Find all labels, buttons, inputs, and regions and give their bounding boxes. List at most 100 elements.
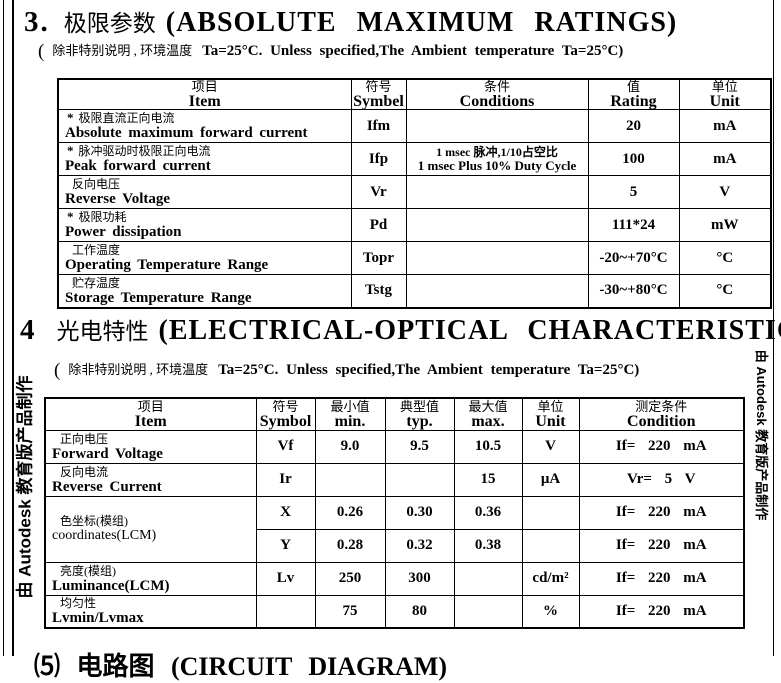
table2-header-max: 最大值 max. (454, 398, 522, 430)
typ-cell: 9.5 (385, 430, 454, 463)
conditions-cell: 1 msec 脉冲,1/10占空比 1 msec Plus 10% Duty C… (406, 143, 588, 176)
item-cell: *极限直流正向电流 Absolute maximum forward curre… (58, 110, 351, 143)
typ-cell: 0.30 (385, 496, 454, 529)
rating-cell: -20~+70°C (588, 242, 679, 275)
unit-cell: °C (679, 275, 771, 308)
table1-header-unit: 单位 Unit (679, 79, 771, 110)
table-row: 反向电流 Reverse Current Ir 15 μA Vr= 5 V (45, 463, 744, 496)
symbol-cell: Pd (351, 209, 406, 242)
table2-header-symbol: 符号 Symbol (256, 398, 315, 430)
table-row: *极限功耗 Power dissipation Pd 111*24 mW (58, 209, 771, 242)
autodesk-watermark-left: 由 Autodesk 教育版产品制作 (11, 315, 33, 660)
table-row: 工作温度 Operating Temperature Range Topr -2… (58, 242, 771, 275)
section4-note-paren: ( (54, 360, 60, 381)
item-cell: 正向电压 Forward Voltage (45, 430, 256, 463)
min-cell: 250 (315, 562, 385, 595)
condition-cell: If= 220 mA (579, 529, 744, 562)
section3-title-en: (ABSOLUTE MAXIMUM RATINGS) (166, 7, 678, 38)
section3-note-zh: 除非特别说明 , 环境温度 (52, 43, 192, 58)
section5-heading-cutoff: ⑸ 电路图 (CIRCUIT DIAGRAM) (34, 646, 447, 683)
table2-header-condition: 测定条件 Condition (579, 398, 744, 430)
item-cell: *极限功耗 Power dissipation (58, 209, 351, 242)
item-cell: *脉冲驱动时极限正向电流 Peak forward current (58, 143, 351, 176)
symbol-cell: Ir (256, 463, 315, 496)
symbol-cell: Tstg (351, 275, 406, 308)
table-row: 反向电压 Reverse Voltage Vr 5 V (58, 176, 771, 209)
section3-heading: 3. 极限参数 (ABSOLUTE MAXIMUM RATINGS) (24, 4, 677, 39)
table1-header-symbol: 符号 Symbel (351, 79, 406, 110)
section4-title-en: (ELECTRICAL-OPTICAL CHARACTERISTICS) (159, 315, 781, 346)
symbol-cell: Ifm (351, 110, 406, 143)
symbol-cell: Vr (351, 176, 406, 209)
unit-cell: mW (679, 209, 771, 242)
item-cell: 贮存温度 Storage Temperature Range (58, 275, 351, 308)
typ-cell (385, 463, 454, 496)
max-cell (454, 595, 522, 628)
table-row: 均匀性 Lvmin/Lvmax 75 80 % If= 220 mA (45, 595, 744, 628)
table-row: 正向电压 Forward Voltage Vf 9.0 9.5 10.5 V I… (45, 430, 744, 463)
item-cell: 工作温度 Operating Temperature Range (58, 242, 351, 275)
section3-note: ( 除非特别说明 , 环境温度 Ta=25°C. Unless specifie… (38, 40, 623, 63)
max-cell (454, 562, 522, 595)
min-cell: 9.0 (315, 430, 385, 463)
min-cell: 0.26 (315, 496, 385, 529)
section4-note-en: Ta=25°C. Unless specified,The Ambient te… (218, 362, 639, 378)
conditions-cell (406, 275, 588, 308)
table1-header-row: 项目 Item 符号 Symbel 条件 Conditions 值 Rating… (58, 79, 771, 110)
footnote-star: * (67, 143, 74, 158)
conditions-cell (406, 242, 588, 275)
section4-note: ( 除非特别说明 , 环境温度 Ta=25°C. Unless specifie… (54, 359, 639, 382)
footnote-star: * (67, 209, 74, 224)
condition-cell: If= 220 mA (579, 496, 744, 529)
unit-cell (522, 496, 579, 529)
symbol-cell: Topr (351, 242, 406, 275)
table-row: 色坐标(模组) coordinates(LCM) X 0.26 0.30 0.3… (45, 496, 744, 529)
typ-cell: 0.32 (385, 529, 454, 562)
symbol-cell: Y (256, 529, 315, 562)
min-cell: 0.28 (315, 529, 385, 562)
item-cell: 亮度(模组) Luminance(LCM) (45, 562, 256, 595)
max-cell: 0.36 (454, 496, 522, 529)
section4-heading: 4 光电特性 (ELECTRICAL-OPTICAL CHARACTERISTI… (20, 312, 781, 347)
table2-header-row: 项目 Item 符号 Symbol 最小值 min. 典型值 typ. 最大值 … (45, 398, 744, 430)
absolute-maximum-ratings-table: 项目 Item 符号 Symbel 条件 Conditions 值 Rating… (57, 78, 772, 309)
section4-title-zh: 光电特性 (57, 319, 149, 344)
condition-cell: Vr= 5 V (579, 463, 744, 496)
conditions-cell (406, 209, 588, 242)
footnote-star: * (67, 110, 74, 125)
unit-cell: cd/m² (522, 562, 579, 595)
unit-cell: V (522, 430, 579, 463)
unit-cell: μA (522, 463, 579, 496)
table2-header-item: 项目 Item (45, 398, 256, 430)
table-row: 贮存温度 Storage Temperature Range Tstg -30~… (58, 275, 771, 308)
table-row: *极限直流正向电流 Absolute maximum forward curre… (58, 110, 771, 143)
unit-cell: °C (679, 242, 771, 275)
typ-cell: 80 (385, 595, 454, 628)
max-cell: 15 (454, 463, 522, 496)
table2-header-unit: 单位 Unit (522, 398, 579, 430)
table1-header-item: 项目 Item (58, 79, 351, 110)
rating-cell: 111*24 (588, 209, 679, 242)
rating-cell: 100 (588, 143, 679, 176)
table1-header-rating: 值 Rating (588, 79, 679, 110)
condition-cell: If= 220 mA (579, 562, 744, 595)
table1-header-conditions: 条件 Conditions (406, 79, 588, 110)
table2-header-min: 最小值 min. (315, 398, 385, 430)
conditions-cell (406, 110, 588, 143)
conditions-cell (406, 176, 588, 209)
section3-note-en: Ta=25°C. Unless specified,The Ambient te… (202, 43, 623, 59)
item-cell: 均匀性 Lvmin/Lvmax (45, 595, 256, 628)
rating-cell: -30~+80°C (588, 275, 679, 308)
unit-cell: % (522, 595, 579, 628)
electrical-optical-characteristics-table: 项目 Item 符号 Symbol 最小值 min. 典型值 typ. 最大值 … (44, 397, 745, 629)
max-cell: 10.5 (454, 430, 522, 463)
symbol-cell: Lv (256, 562, 315, 595)
datasheet-page: { "page": { "watermark_left": "由 Autodes… (0, 0, 781, 656)
section4-note-zh: 除非特别说明 , 环境温度 (68, 362, 208, 377)
table2-header-typ: 典型值 typ. (385, 398, 454, 430)
symbol-cell: Ifp (351, 143, 406, 176)
autodesk-watermark-right: 由 Autodesk 教育版产品制作 (754, 310, 772, 560)
section3-title-zh: 极限参数 (64, 11, 156, 36)
symbol-cell: X (256, 496, 315, 529)
section3-number: 3. (24, 6, 50, 38)
